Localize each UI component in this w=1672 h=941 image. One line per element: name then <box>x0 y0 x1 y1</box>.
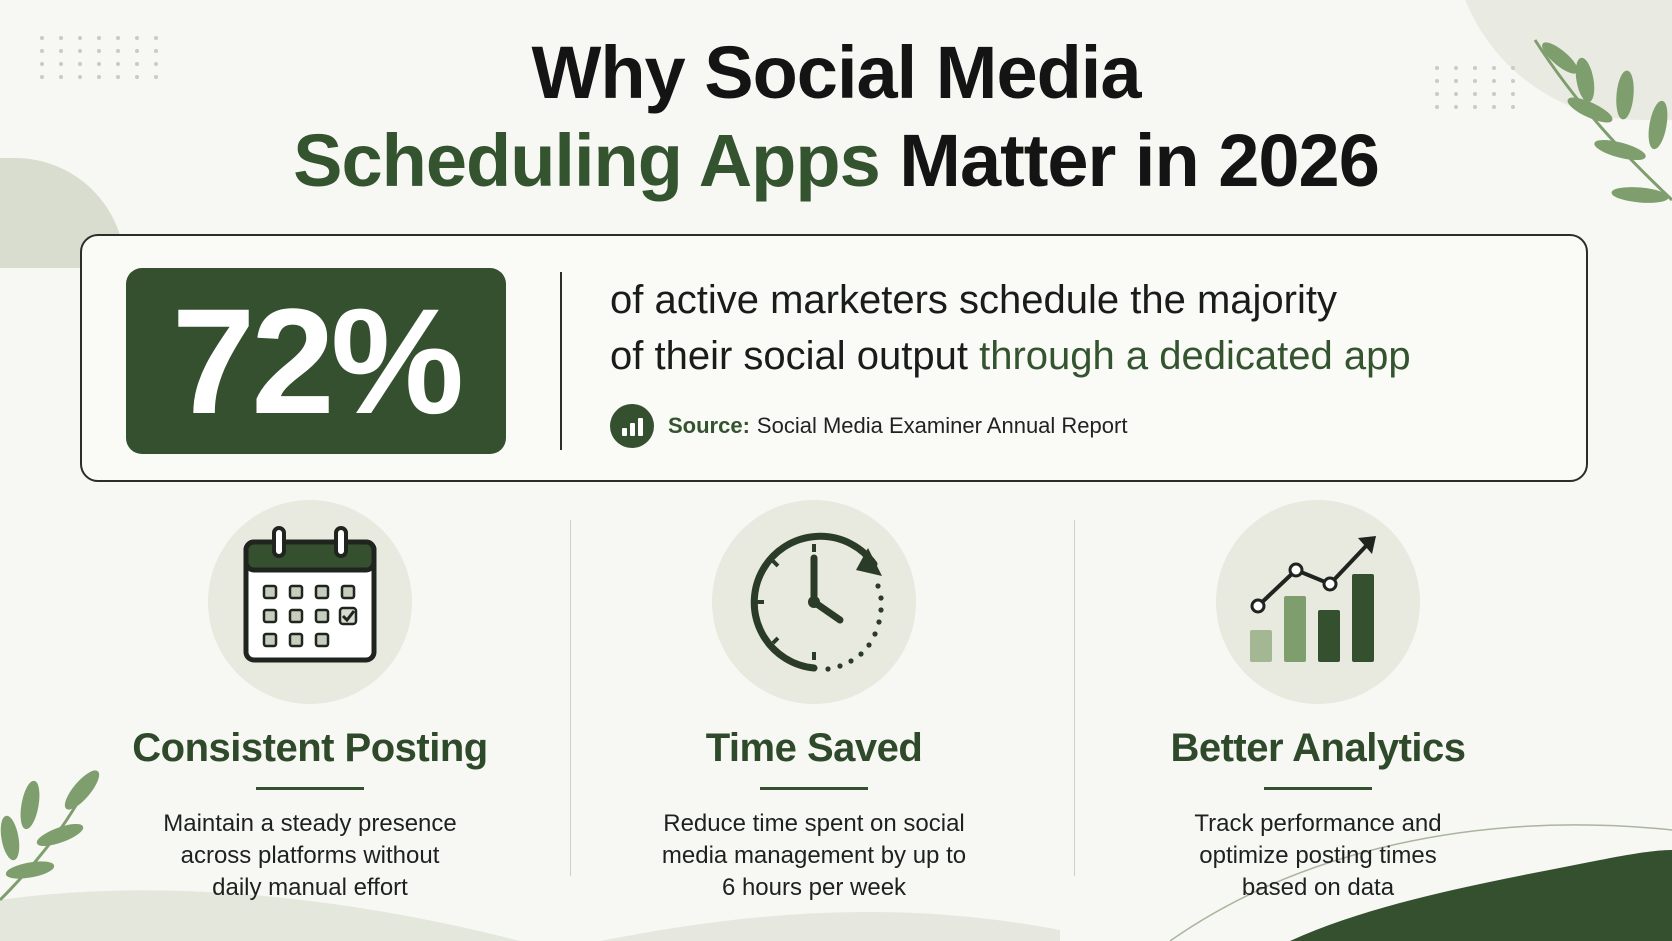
feature-description-line: media management by up to <box>661 842 967 869</box>
bar-chart-icon <box>610 404 654 448</box>
feature-icon-circle <box>208 500 412 704</box>
feature-icon-circle <box>1216 500 1420 704</box>
page-title-rest: Matter in 2026 <box>879 119 1380 202</box>
feature-description-line: Maintain a steady presence <box>163 810 457 837</box>
feature-underline <box>1264 787 1372 790</box>
feature-better-analytics: Better Analytics Track performance and o… <box>1068 500 1568 904</box>
feature-consistent-posting: Consistent Posting Maintain a steady pre… <box>60 500 560 904</box>
source-citation: Source: Social Media Examiner Annual Rep… <box>610 404 1127 448</box>
feature-underline <box>760 787 868 790</box>
column-divider <box>1074 520 1075 876</box>
feature-description-line: across platforms without <box>180 842 440 869</box>
decorative-dot-grid-right <box>1435 66 1521 109</box>
source-text: Social Media Examiner Annual Report <box>756 413 1128 438</box>
feature-description: Reduce time spent on social media manage… <box>564 808 1064 904</box>
feature-title: Time Saved <box>705 726 923 770</box>
feature-description-line: daily manual effort <box>212 874 408 901</box>
stat-description: of active marketers schedule the majorit… <box>610 272 1411 384</box>
feature-title: Better Analytics <box>1170 726 1466 770</box>
feature-description-line: optimize posting times <box>1199 842 1437 869</box>
stat-description-line-1: of active marketers schedule the majorit… <box>610 278 1337 322</box>
page-title-accent: Scheduling Apps <box>293 119 881 202</box>
clock-icon <box>750 532 884 672</box>
source-label: Source: <box>668 413 750 438</box>
feature-description-line: Track performance and <box>1194 810 1442 837</box>
decorative-dot-grid-left <box>40 36 164 79</box>
page-title-line-1: Why Social Media <box>531 31 1141 114</box>
stat-description-line-2: of their social output through a dedicat… <box>610 328 1411 384</box>
calendar-icon <box>243 526 377 663</box>
feature-description-line: 6 hours per week <box>721 874 907 901</box>
stat-description-accent: through a dedicated app <box>979 334 1411 378</box>
feature-description: Track performance and optimize posting t… <box>1068 808 1568 904</box>
leaf-branch-top-right-icon <box>1533 39 1672 203</box>
stat-card: 72% of active marketers schedule the maj… <box>80 234 1588 482</box>
feature-title: Consistent Posting <box>132 726 488 770</box>
growth-chart-icon <box>1250 536 1376 662</box>
stat-description-plain: of their social output <box>610 334 980 378</box>
leaf-branch-bottom-left-icon <box>0 770 100 902</box>
column-divider <box>570 520 571 876</box>
feature-description: Maintain a steady presence across platfo… <box>60 808 560 904</box>
stat-divider <box>560 272 562 450</box>
feature-description-line: based on data <box>1241 874 1395 901</box>
feature-icon-circle <box>712 500 916 704</box>
stat-value: 72% <box>126 268 506 454</box>
feature-description-line: Reduce time spent on social <box>663 810 965 837</box>
feature-time-saved: Time Saved Reduce time spent on social m… <box>564 500 1064 904</box>
feature-underline <box>256 787 364 790</box>
page-title-line-2: Scheduling Apps Matter in 2026 <box>0 118 1672 203</box>
